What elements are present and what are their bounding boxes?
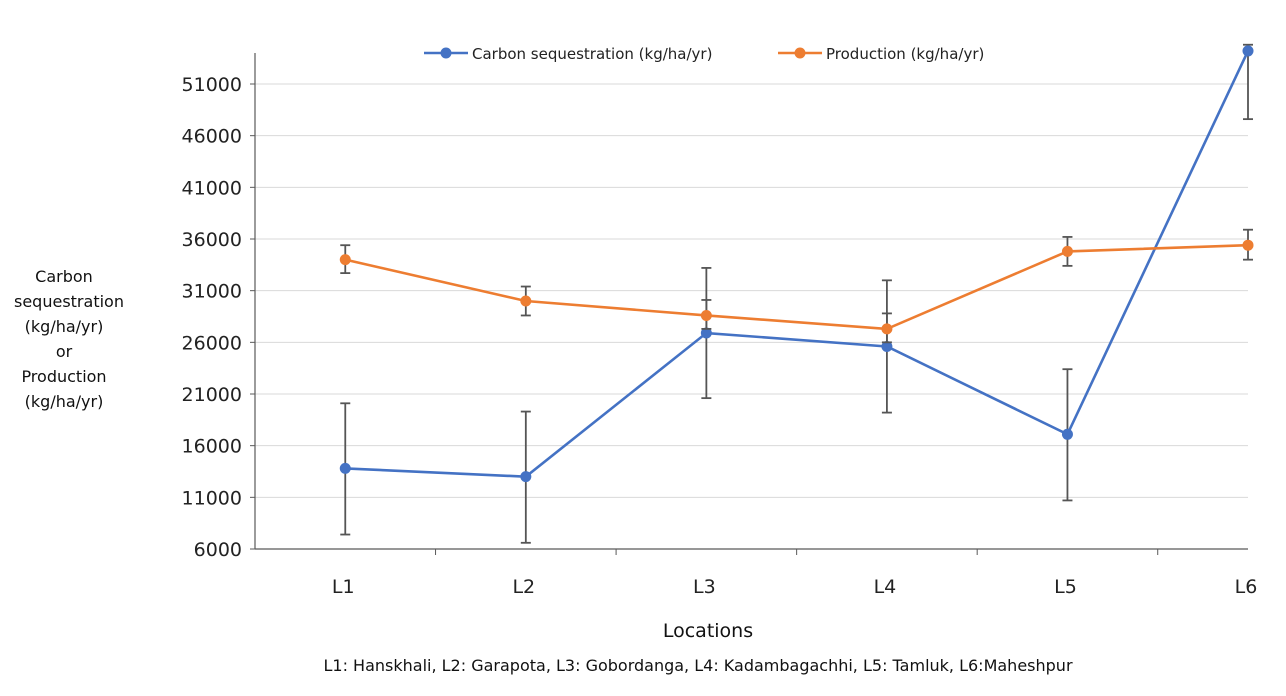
data-point <box>520 471 532 483</box>
series-1 <box>339 43 1254 544</box>
y-axis-ticks: 6000 11000 16000 21000 26000 31000 36000 41000 4… <box>182 74 242 561</box>
data-point <box>520 295 532 307</box>
location-caption: L1: Hanskhali, L2: Garapota, L3: Goborda… <box>323 656 1073 675</box>
y-tick-label: 46000 <box>182 126 242 148</box>
y-tick-label: 31000 <box>182 281 242 303</box>
data-point <box>881 340 893 352</box>
series-line <box>344 243 1249 331</box>
y-tick-label: 11000 <box>182 487 242 509</box>
data-point <box>700 327 712 339</box>
data-point <box>339 254 351 266</box>
data-point <box>1061 428 1073 440</box>
data-point <box>1061 245 1073 257</box>
x-tick-label: L4 <box>874 576 897 598</box>
x-tick-label: L5 <box>1054 576 1077 598</box>
x-tick-label: L6 <box>1235 576 1258 598</box>
data-point <box>700 309 712 321</box>
y-tick-label: 36000 <box>182 229 242 251</box>
data-point <box>1242 45 1254 57</box>
x-axis-title: Locations <box>662 620 754 642</box>
x-axis-ticks: L1 L2 L3 L4 L5 L6 <box>332 576 1257 598</box>
series-line <box>345 50 1250 478</box>
y-axis-title: Carbon sequestration (kg/ha/yr) or Produ… <box>14 267 124 411</box>
data-point <box>881 323 893 335</box>
data-point <box>339 462 351 474</box>
y-tick-label: 26000 <box>182 332 242 354</box>
legend-marker <box>440 47 452 59</box>
legend-marker <box>794 47 806 59</box>
legend: Carbon sequestration (kg/ha/yr) Productio… <box>424 45 984 63</box>
axes <box>250 53 1248 555</box>
y-tick-label: 6000 <box>194 539 242 561</box>
legend-label: Carbon sequestration (kg/ha/yr) <box>472 45 712 63</box>
y-tick-label: 16000 <box>182 436 242 458</box>
y-tick-label: 21000 <box>182 384 242 406</box>
x-tick-label: L3 <box>693 576 716 598</box>
gridlines <box>255 83 1248 498</box>
x-tick-label: L2 <box>512 576 535 598</box>
x-tick-label: L1 <box>332 576 355 598</box>
data-point <box>1242 239 1254 251</box>
series-2 <box>339 228 1254 344</box>
y-tick-label: 41000 <box>182 177 242 199</box>
series-layer <box>339 43 1254 544</box>
legend-label: Production (kg/ha/yr) <box>826 45 984 63</box>
y-tick-label: 51000 <box>182 74 242 96</box>
